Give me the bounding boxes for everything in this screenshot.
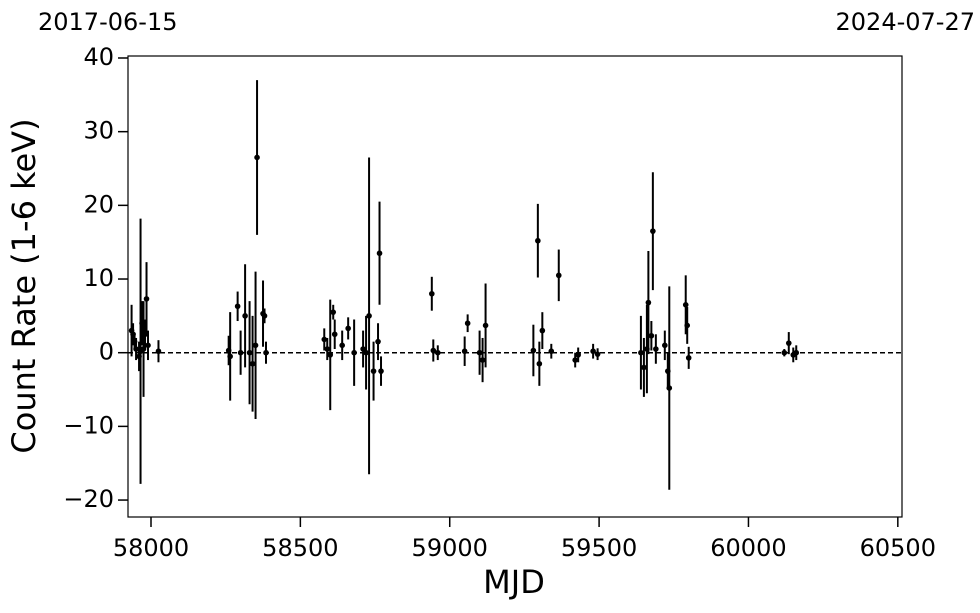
point — [378, 368, 384, 374]
point — [331, 331, 338, 338]
point — [242, 313, 248, 319]
start-date: 2017-06-15 — [38, 8, 177, 36]
point — [145, 342, 151, 349]
x-tick-label: 58500 — [262, 534, 338, 562]
y-tick-label: 0 — [99, 338, 114, 366]
x-tick-label: 58000 — [113, 534, 189, 562]
point — [155, 348, 162, 355]
point — [781, 349, 788, 356]
point — [684, 322, 691, 329]
x-tick-label: 59000 — [412, 534, 488, 562]
point — [666, 385, 673, 391]
point — [536, 360, 543, 367]
x-tick-label: 60500 — [860, 534, 936, 562]
point — [227, 353, 233, 360]
point — [133, 346, 139, 352]
point — [324, 346, 331, 352]
point — [645, 299, 652, 306]
end-date: 2024-07-27 — [836, 8, 975, 36]
point — [461, 348, 468, 355]
point — [351, 349, 357, 356]
x-tick-label: 59500 — [561, 534, 637, 562]
point — [539, 327, 546, 334]
y-tick-label: 20 — [83, 190, 114, 218]
point — [641, 364, 647, 371]
point — [572, 357, 578, 363]
point — [594, 351, 601, 357]
point — [685, 355, 692, 361]
point — [662, 342, 668, 349]
point — [234, 303, 241, 310]
point — [590, 348, 596, 355]
point — [430, 347, 437, 354]
point — [263, 349, 269, 356]
point — [237, 349, 244, 356]
point — [548, 348, 555, 355]
point — [327, 352, 334, 358]
point — [682, 302, 689, 308]
point — [370, 368, 377, 374]
point — [650, 228, 656, 234]
point — [434, 349, 441, 356]
point — [376, 250, 383, 257]
point — [246, 349, 253, 356]
point — [363, 349, 369, 356]
point — [254, 154, 260, 161]
x-tick-label: 60000 — [710, 534, 786, 562]
point — [249, 360, 256, 367]
point — [366, 313, 372, 319]
y-tick-label: −20 — [63, 485, 114, 513]
point — [476, 349, 483, 356]
point — [555, 272, 562, 279]
point — [648, 332, 655, 339]
plot-frame — [127, 55, 903, 518]
y-tick-label: −10 — [63, 411, 114, 439]
point — [345, 325, 351, 332]
point — [482, 322, 489, 329]
point — [785, 340, 792, 346]
y-tick-label: 30 — [83, 117, 114, 145]
point — [535, 237, 541, 244]
point — [321, 336, 328, 343]
point — [261, 313, 268, 319]
point — [464, 320, 471, 327]
point — [653, 346, 659, 352]
point — [793, 349, 800, 356]
y-axis-label: Count Rate (1-6 keV) — [5, 118, 43, 453]
x-axis-label: MJD — [483, 563, 545, 601]
y-tick-label: 40 — [83, 43, 114, 71]
point — [575, 352, 581, 358]
point — [143, 296, 150, 302]
y-tick-label: 10 — [83, 264, 114, 292]
point — [638, 349, 644, 356]
point — [375, 338, 381, 345]
point — [330, 309, 337, 315]
point — [339, 342, 345, 349]
point — [429, 290, 435, 297]
point — [252, 342, 259, 349]
point — [479, 357, 486, 363]
point — [530, 347, 537, 354]
